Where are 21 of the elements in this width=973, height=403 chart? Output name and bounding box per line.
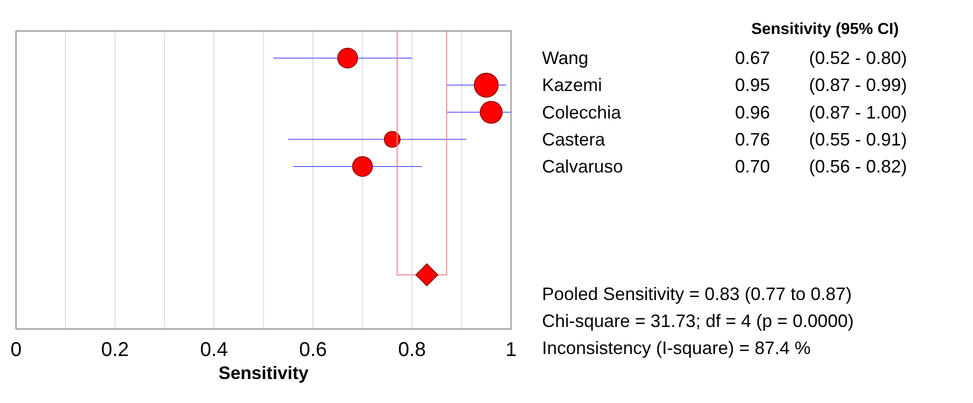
x-tick-label: 0 — [10, 339, 22, 361]
x-tick-label: 0.6 — [299, 339, 327, 361]
text: Inconsistency (I-square) = 87.4 % — [542, 338, 811, 358]
y-tick-label: Wang — [542, 48, 588, 68]
x-tick-label: 0.4 — [200, 339, 228, 361]
y-tick-label: Castera — [542, 129, 606, 150]
x-tick-label: 1 — [505, 339, 517, 361]
y-tick-label: Calvaruso — [542, 156, 624, 176]
text: 0.95 (0.87 - 0.99) — [735, 75, 908, 96]
text: 0.76 (0.55 - 0.91) — [735, 129, 908, 150]
text: 0.67 (0.52 - 0.80) — [735, 48, 908, 68]
text: Pooled Sensitivity = 0.83 (0.77 to 0.87) — [542, 284, 852, 304]
text: Chi-square = 31.73; df = 4 (p = 0.0000) — [542, 311, 854, 331]
x-axis-title: Sensitivity — [218, 363, 309, 383]
y-tick-label: Colecchia — [542, 102, 622, 122]
x-tick-label: 0.8 — [398, 339, 426, 361]
text: 0.96 (0.87 - 1.00) — [735, 102, 908, 122]
legend-title: Sensitivity (95% CI) — [751, 21, 899, 38]
x-tick-label: 0.2 — [101, 339, 129, 361]
text: 0.70 (0.56 - 0.82) — [735, 156, 908, 176]
y-tick-label: Kazemi — [542, 75, 602, 96]
